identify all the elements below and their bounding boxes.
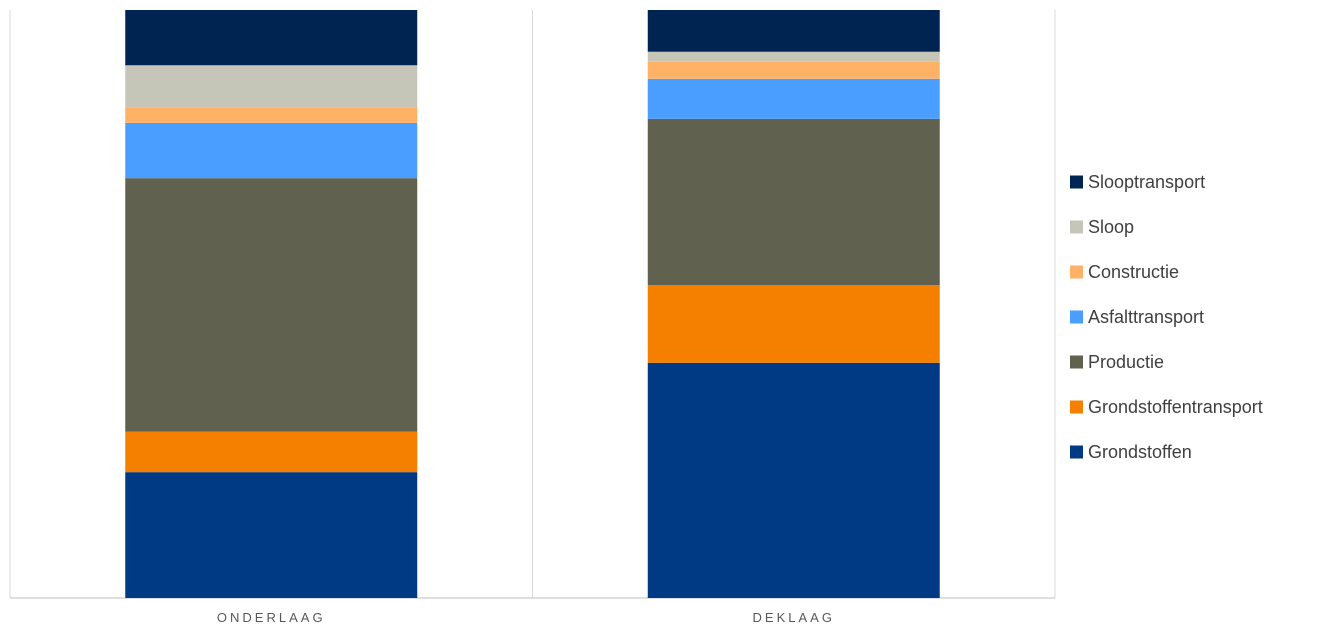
bar-onderlaag-grondstoffen <box>125 472 418 598</box>
legend: Slooptransport Sloop Constructie Asfalttran… <box>1070 172 1263 462</box>
legend-label-constructie: Constructie <box>1088 262 1179 282</box>
bar-deklaag-grondstoffen <box>647 362 940 598</box>
bar-deklaag-grondstoffentransport <box>647 285 940 363</box>
legend-swatch-asfalttransport <box>1070 310 1083 324</box>
legend-label-asfalttransport: Asfalttransport <box>1088 307 1204 327</box>
legend-item-constructie: Constructie <box>1070 262 1179 282</box>
bar-onderlaag-slooptransport <box>125 10 418 66</box>
legend-label-slooptransport: Slooptransport <box>1088 172 1205 192</box>
legend-label-productie: Productie <box>1088 352 1164 372</box>
bar-deklaag-sloop <box>647 51 940 62</box>
legend-swatch-grondstoffen <box>1070 445 1083 459</box>
bar-deklaag-asfalttransport <box>647 78 940 119</box>
bar-onderlaag-grondstoffentransport <box>125 431 418 473</box>
bar-deklaag-productie <box>647 118 940 286</box>
legend-item-productie: Productie <box>1070 352 1164 372</box>
legend-swatch-sloop <box>1070 220 1083 234</box>
legend-item-grondstoffen: Grondstoffen <box>1070 442 1192 462</box>
legend-item-slooptransport: Slooptransport <box>1070 172 1205 192</box>
bar-onderlaag-asfalttransport <box>125 122 418 179</box>
bars <box>125 10 940 598</box>
x-tick-label-deklaag: DEKLAAG <box>753 610 835 625</box>
bar-onderlaag-constructie <box>125 107 418 123</box>
legend-label-sloop: Sloop <box>1088 217 1134 237</box>
legend-swatch-grondstoffentransport <box>1070 400 1083 414</box>
x-axis: ONDERLAAG DEKLAAG <box>217 610 835 625</box>
legend-item-asfalttransport: Asfalttransport <box>1070 307 1204 327</box>
legend-swatch-constructie <box>1070 265 1083 279</box>
x-tick-label-onderlaag: ONDERLAAG <box>217 610 326 625</box>
legend-swatch-productie <box>1070 355 1083 369</box>
legend-item-grondstoffentransport: Grondstoffentransport <box>1070 397 1263 417</box>
legend-label-grondstoffen: Grondstoffen <box>1088 442 1192 462</box>
legend-item-sloop: Sloop <box>1070 217 1134 237</box>
bar-deklaag-slooptransport <box>647 10 940 52</box>
bar-onderlaag-productie <box>125 178 418 432</box>
legend-label-grondstoffentransport: Grondstoffentransport <box>1088 397 1263 417</box>
legend-swatch-slooptransport <box>1070 175 1083 189</box>
bar-deklaag-constructie <box>647 61 940 79</box>
bar-onderlaag-sloop <box>125 65 418 108</box>
